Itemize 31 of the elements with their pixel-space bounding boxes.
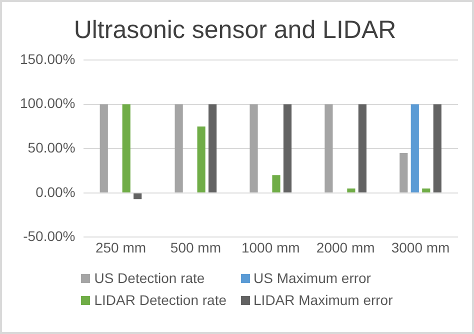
- bar: [272, 175, 280, 192]
- legend-label: US Maximum error: [252, 270, 372, 286]
- bar: [283, 104, 292, 192]
- legend-label: US Detection rate: [93, 270, 206, 286]
- bar: [347, 188, 356, 192]
- x-tick-label: 500 mm: [170, 239, 221, 256]
- legend-label: LIDAR Maximum error: [252, 292, 393, 308]
- x-tick-label: 250 mm: [95, 239, 146, 256]
- bar: [422, 188, 430, 192]
- y-tick-label: 150.00%: [20, 50, 76, 67]
- bar: [100, 104, 108, 192]
- bar: [197, 126, 206, 192]
- y-tick-label: 0.00%: [36, 184, 76, 200]
- y-tick-label: -50.00%: [23, 228, 76, 244]
- x-tick-label: 1000 mm: [241, 239, 300, 256]
- bar: [400, 153, 408, 192]
- x-tick-label: 3000 mm: [391, 239, 450, 256]
- y-tick-label: 100.00%: [20, 95, 76, 112]
- bar: [174, 104, 183, 192]
- bar: [208, 104, 217, 192]
- x-tick-label: 2000 mm: [316, 239, 375, 256]
- bar: [250, 104, 258, 192]
- bar: [122, 104, 130, 192]
- bar: [358, 104, 366, 192]
- bar: [433, 104, 442, 192]
- legend-label: LIDAR Detection rate: [93, 292, 227, 308]
- bar: [410, 104, 419, 192]
- y-tick-label: 50.00%: [28, 139, 76, 156]
- chart-title: Ultrasonic sensor and LIDAR: [74, 16, 396, 44]
- bar: [134, 193, 142, 200]
- bar: [324, 104, 333, 192]
